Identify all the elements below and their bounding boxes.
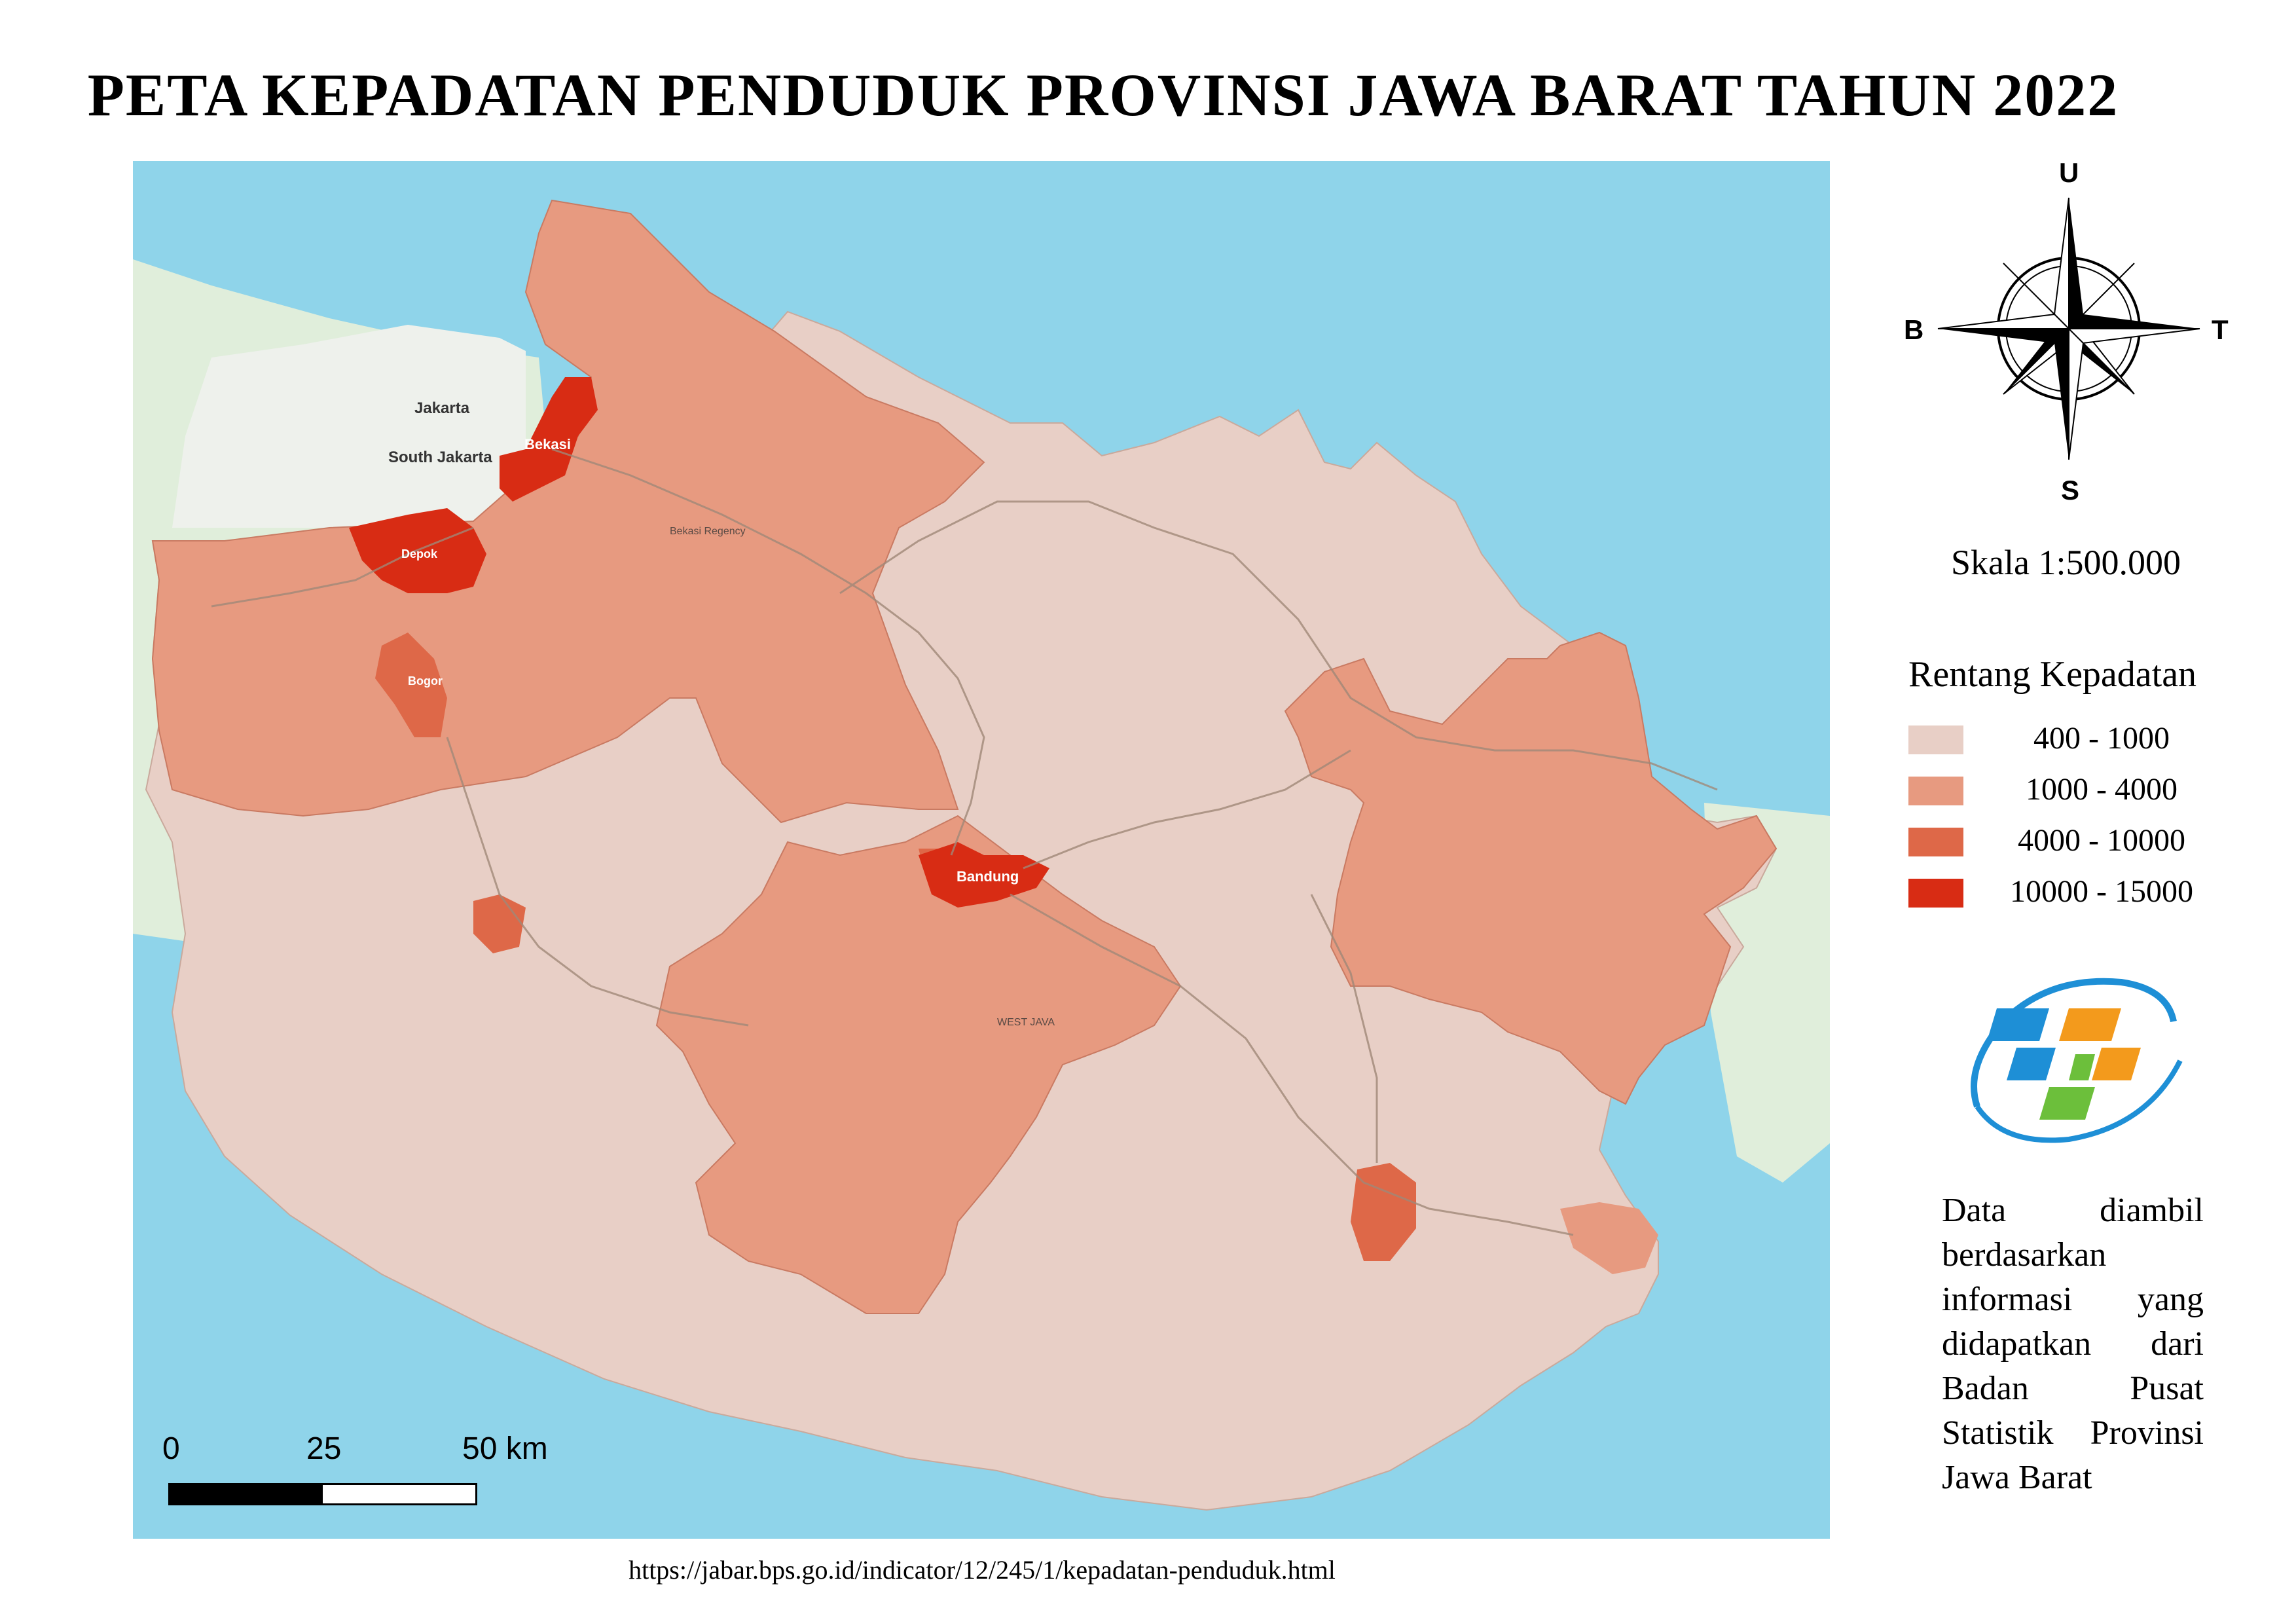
region-sukabumi-city [473,894,526,953]
region-bandung [655,815,1182,1314]
label-west-java: WEST JAVA [997,1017,1055,1028]
map[interactable]: Bekasi South Jakarta Jakarta Depok Bogor… [133,161,1830,1539]
legend-item: 400 - 1000 [1908,720,2249,771]
compass-east: T [2212,314,2229,345]
place-labels: Bekasi South Jakarta Jakarta Depok Bogor… [388,399,1019,885]
scalebar-label-25: 25 [306,1431,342,1466]
minor-labels: Bekasi Regency WEST JAVA [670,526,1055,1028]
scalebar [168,1483,477,1505]
legend-label: 4000 - 10000 [2018,823,2185,858]
legend-swatch [1908,777,1963,805]
scalebar-label-50: 50 km [462,1431,548,1466]
region-bogor-city [375,633,447,737]
label-south-jakarta: South Jakarta [388,449,492,466]
legend-title: Rentang Kepadatan [1908,654,2197,695]
north-arrow: U S B T [1899,157,2239,511]
legend-item: 10000 - 15000 [1908,873,2249,925]
label-depok: Depok [401,547,438,560]
legend-item: 4000 - 10000 [1908,822,2249,873]
legend-swatch [1908,725,1963,754]
jakarta-area [172,325,526,541]
compass-west: B [1904,314,1924,345]
map-title: PETA KEPADATAN PENDUDUK PROVINSI JAWA BA… [87,62,2119,128]
region-banjar [1560,1202,1658,1274]
scalebar-black-segment [170,1485,323,1503]
label-bogor: Bogor [408,674,443,688]
label-bekasi-regency: Bekasi Regency [670,526,746,537]
legend-swatch [1908,828,1963,856]
region-tasikmalaya-city [1351,1163,1416,1261]
label-bandung: Bandung [957,868,1019,885]
region-cirebon-kuningan [1284,631,1777,1105]
scale-ratio: Skala 1:500.000 [1951,543,2181,582]
compass-north: U [2059,157,2079,188]
source-url[interactable]: https://jabar.bps.go.id/indicator/12/245… [629,1555,1336,1585]
legend-swatch [1908,879,1963,908]
scalebar-label-0: 0 [162,1431,180,1466]
legend: 400 - 1000 1000 - 4000 4000 - 10000 1000… [1908,720,2249,925]
roads [211,448,1718,1236]
data-source-note: Data diambil berdasarkan informasi yang … [1942,1192,2204,1496]
compass-south: S [2061,475,2080,505]
compass-rose-icon [1937,197,2200,460]
region-bekasi-city [500,377,598,502]
legend-label: 400 - 1000 [2033,721,2170,756]
region-bandung-city [919,842,1049,908]
legend-label: 10000 - 15000 [2010,874,2193,909]
legend-item: 1000 - 4000 [1908,771,2249,822]
label-bekasi: Bekasi [524,436,571,452]
bps-logo [1951,963,2200,1159]
legend-label: 1000 - 4000 [2026,772,2178,807]
label-jakarta: Jakarta [414,399,470,417]
